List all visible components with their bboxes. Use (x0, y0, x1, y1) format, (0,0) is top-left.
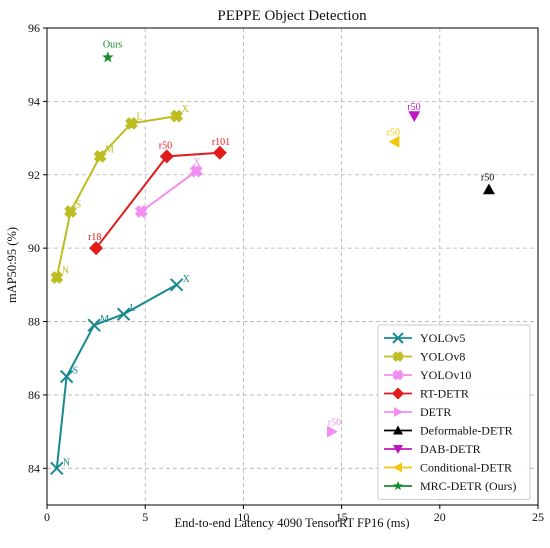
point-label: N (63, 457, 70, 468)
data-point (116, 307, 131, 321)
legend: YOLOv5 YOLOv8 YOLOv10 RT-DETR DETR Deformable… (377, 324, 531, 500)
series-yolov8: N S M L X (50, 104, 190, 284)
data-point (170, 109, 184, 123)
data-point (125, 117, 138, 130)
data-point (408, 111, 421, 123)
point-label: Ours (103, 39, 123, 50)
legend-item: RT-DETR (384, 387, 469, 401)
x-tick-label: 5 (142, 510, 148, 524)
x-tick-label: 0 (44, 510, 50, 524)
point-label: N (62, 266, 69, 277)
data-point (87, 318, 101, 332)
legend-marker (392, 332, 404, 344)
legend-label: YOLOv10 (420, 368, 471, 382)
legend-item: DETR (384, 405, 451, 419)
legend-label: DAB-DETR (420, 442, 481, 456)
legend-item: Deformable-DETR (384, 424, 513, 438)
data-point (93, 150, 107, 163)
legend-item: Conditional-DETR (384, 461, 512, 475)
point-label: X (193, 157, 201, 168)
series-deformable-detr: r50 (481, 172, 495, 195)
legend-marker (393, 425, 403, 435)
point-label: r101 (212, 137, 230, 148)
legend-label: YOLOv5 (420, 331, 465, 345)
point-label: S (73, 366, 79, 377)
point-label: r50 (328, 418, 341, 429)
point-label: X (183, 274, 191, 285)
data-point (212, 145, 227, 160)
series-mrc-detr-ours: Ours (102, 39, 123, 63)
chart-title: PEPPE Object Detection (217, 8, 367, 24)
y-tick-label: 86 (28, 388, 40, 402)
series-detr: r50 (326, 418, 341, 438)
point-label: M (100, 314, 109, 325)
series-line (140, 170, 197, 213)
data-point (50, 271, 64, 284)
legend-marker (392, 351, 404, 362)
data-point (159, 149, 174, 164)
data-point (102, 51, 114, 63)
data-point (326, 425, 338, 438)
point-label: r50 (159, 140, 172, 151)
legend-marker (392, 387, 404, 400)
series-yolov10: X (134, 157, 203, 218)
series-dab-detr: r50 (407, 102, 421, 123)
point-label: X (182, 104, 190, 115)
y-tick-label: 94 (28, 94, 40, 108)
y-axis-label: mAP50:95 (%) (5, 227, 19, 303)
legend-item: MRC-DETR (Ours) (384, 479, 516, 493)
series-rt-detr: r18 r50 r101 (88, 137, 230, 256)
point-label: r50 (407, 102, 420, 113)
legend-label: RT-DETR (420, 387, 469, 401)
point-label: L (136, 111, 142, 122)
data-point (134, 205, 148, 218)
legend-item: YOLOv8 (384, 350, 465, 364)
data-point (388, 135, 400, 148)
data-point (89, 241, 104, 256)
data-point (189, 164, 203, 178)
point-label: r18 (88, 232, 101, 243)
point-label: r50 (387, 128, 400, 139)
data-point (59, 369, 74, 384)
x-axis-label: End-to-end Latency 4090 TensorRT FP16 (m… (174, 516, 409, 530)
x-tick-label: 20 (434, 510, 446, 524)
x-tick-label: 25 (532, 510, 544, 524)
legend-marker (393, 445, 403, 454)
legend-marker (394, 407, 403, 417)
y-tick-label: 90 (28, 241, 40, 255)
legend-label: Conditional-DETR (420, 461, 512, 475)
legend-marker (392, 369, 404, 381)
legend-marker (393, 462, 402, 473)
x-tick-label: 15 (336, 510, 348, 524)
data-point (169, 278, 184, 292)
axis-ticks: 0 5 10 15 20 25 84 86 88 90 92 94 96 (28, 21, 544, 524)
y-tick-label: 84 (28, 461, 40, 475)
point-label: M (105, 144, 114, 155)
legend-label: YOLOv8 (420, 350, 465, 364)
y-tick-label: 96 (28, 21, 40, 35)
point-label: L (130, 303, 136, 314)
data-point (482, 183, 495, 195)
legend-marker (393, 481, 403, 491)
legend-item: YOLOv10 (384, 368, 471, 382)
legend-label: MRC-DETR (Ours) (420, 479, 516, 493)
legend-label: Deformable-DETR (420, 424, 513, 438)
point-label: r50 (481, 172, 494, 183)
data-point (50, 461, 64, 476)
legend-box (377, 324, 531, 500)
x-tick-label: 10 (237, 510, 249, 524)
y-tick-label: 88 (28, 315, 40, 329)
legend-label: DETR (420, 405, 451, 419)
plot-frame (46, 27, 539, 506)
point-label: S (76, 199, 82, 210)
series-conditional-detr: r50 (387, 128, 400, 148)
legend-item: DAB-DETR (384, 442, 481, 456)
series-yolov5: N S M L X (50, 274, 191, 476)
legend-item: YOLOv5 (384, 331, 465, 345)
y-tick-label: 92 (28, 168, 40, 182)
data-point (64, 205, 77, 218)
